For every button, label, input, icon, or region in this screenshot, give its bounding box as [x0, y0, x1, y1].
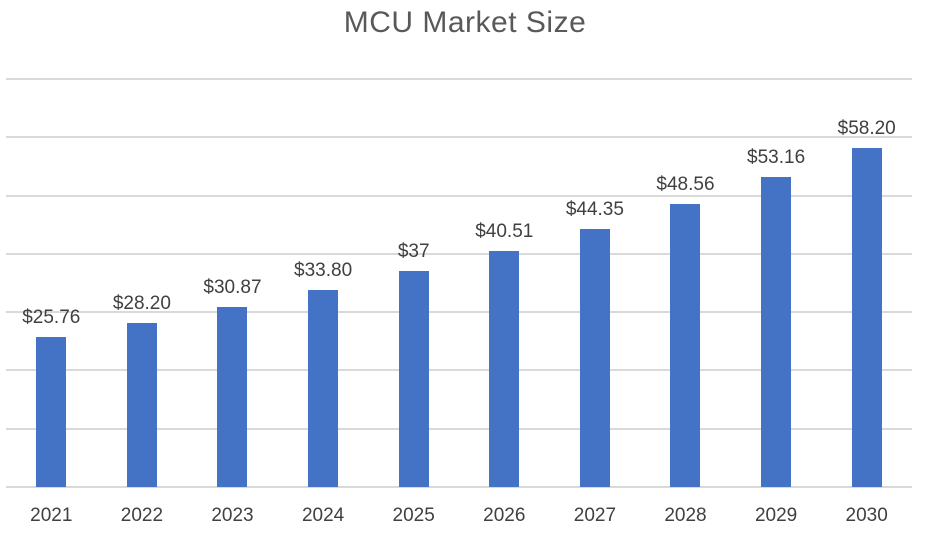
bar-slot: $48.56 [640, 79, 731, 487]
bar [36, 336, 67, 487]
bar [761, 177, 792, 487]
bar-data-label: $40.51 [475, 220, 534, 242]
bar-data-label: $25.76 [22, 306, 81, 328]
bar-slot: $44.35 [550, 79, 641, 487]
bar-data-label: $33.80 [294, 260, 353, 281]
bar-slot: $40.51 [459, 79, 550, 487]
x-axis: 2021 2022 2023 2024 2025 2026 2027 2028 2029 2030 [6, 505, 912, 535]
bar-data-label: $37 [397, 241, 430, 263]
x-axis-label: 2022 [120, 505, 164, 526]
bar-slot: $58.20 [821, 79, 912, 487]
x-axis-label: 2026 [483, 505, 526, 526]
bar-slot: $30.87 [187, 79, 278, 487]
x-axis-label: 2030 [845, 505, 888, 526]
gridline [6, 311, 912, 314]
bar [670, 203, 701, 487]
x-axis-label: 2021 [30, 505, 73, 526]
x-axis-label: 2029 [754, 505, 798, 526]
bar [398, 271, 429, 487]
bar [126, 322, 157, 487]
gridline [6, 136, 912, 139]
x-axis-label: 2024 [301, 505, 345, 526]
bar-slot: $37 [368, 79, 459, 487]
bar-data-label: $53.16 [747, 147, 806, 169]
gridline [6, 194, 912, 197]
gridline [6, 427, 912, 430]
bar-data-label: $30.87 [203, 277, 262, 299]
gridline [6, 252, 912, 255]
x-axis-label: 2025 [392, 505, 435, 526]
gridline [6, 78, 912, 80]
x-axis-label: 2023 [211, 505, 254, 526]
gridline [6, 369, 912, 372]
bar [851, 147, 882, 487]
bar [489, 250, 520, 487]
bar-slot: $25.76 [6, 79, 97, 487]
x-axis-label: 2027 [573, 505, 617, 526]
bar-data-label: $58.20 [837, 117, 896, 139]
bar-data-label: $48.56 [656, 173, 715, 195]
bar [308, 290, 339, 487]
bar [217, 307, 248, 487]
plot-area: $25.76 $28.20 $30.87 $33.80 $37 $40.51 $44.35 $… [6, 78, 912, 488]
bar-slot: $53.16 [731, 79, 822, 487]
bar [579, 228, 610, 487]
gridline [6, 486, 912, 488]
x-axis-label: 2028 [664, 505, 707, 526]
chart-title: MCU Market Size [343, 6, 587, 39]
bar-data-label: $28.20 [112, 292, 171, 314]
bar-data-label: $44.35 [565, 198, 624, 220]
bar-slot: $33.80 [278, 79, 369, 487]
bar-slot: $28.20 [97, 79, 188, 487]
